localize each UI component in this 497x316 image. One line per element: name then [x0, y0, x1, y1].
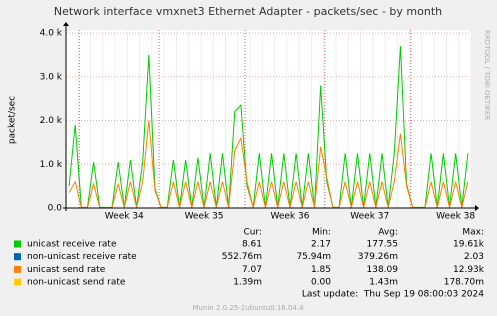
stats-value: 379.26m: [358, 252, 398, 262]
stats-value: 178.70m: [444, 278, 484, 288]
last-update: Last update: Thu Sep 19 08:00:03 2024: [302, 290, 484, 300]
stats-header: Max:: [462, 228, 484, 238]
legend-label: unicast receive rate: [27, 240, 117, 250]
x-tick-label: Week 36: [270, 212, 309, 222]
y-axis-label: packet/sec: [8, 96, 18, 144]
legend-swatch: [14, 253, 21, 261]
stats-header: Min:: [312, 228, 331, 238]
y-axis-arrow: [63, 22, 69, 26]
x-tick-label: Week 34: [105, 212, 144, 222]
series-line: [68, 120, 469, 209]
y-tick-label: 1.0 k: [40, 160, 63, 170]
stats-header: Cur:: [243, 228, 262, 238]
series-line: [68, 46, 469, 208]
stats-value: 8.61: [242, 240, 262, 250]
stats-value: 0.00: [311, 278, 331, 288]
footer: Munin 2.0.25-2ubuntu0.16.04.4: [192, 304, 304, 312]
stats-value: 1.43m: [369, 278, 398, 288]
y-tick-label: 2.0 k: [40, 116, 63, 126]
side-text: RRDTOOL / TOBI OETIKER: [483, 30, 491, 120]
legend-swatch: [14, 240, 21, 248]
x-tick-label: Week 35: [185, 212, 224, 222]
chart-title: Network interface vmxnet3 Ethernet Adapt…: [54, 5, 442, 18]
x-tick-label: Week 38: [436, 212, 475, 222]
stats-header: Avg:: [378, 228, 398, 238]
legend-label: non-unicast receive rate: [27, 252, 137, 262]
legend-swatch: [14, 265, 21, 273]
stats-value: 12.93k: [453, 265, 485, 275]
stats-value: 7.07: [242, 265, 262, 275]
stats-value: 2.17: [311, 240, 331, 250]
stats-value: 138.09: [367, 265, 399, 275]
y-tick-label: 4.0 k: [40, 29, 63, 39]
stats-value: 552.76m: [222, 252, 262, 262]
x-tick-label: Week 37: [350, 212, 389, 222]
stats-value: 75.94m: [296, 252, 331, 262]
legend-swatch: [14, 278, 21, 286]
legend-label: unicast send rate: [27, 265, 106, 275]
stats-value: 177.55: [367, 240, 399, 250]
stats-value: 1.39m: [233, 278, 262, 288]
y-tick-label: 3.0 k: [40, 72, 63, 82]
x-axis-arrow: [475, 205, 479, 211]
legend-label: non-unicast send rate: [27, 278, 126, 288]
stats-value: 2.03: [464, 252, 484, 262]
stats-value: 19.61k: [453, 240, 485, 250]
y-tick-label: 0.0: [48, 204, 63, 214]
stats-value: 1.85: [311, 265, 331, 275]
